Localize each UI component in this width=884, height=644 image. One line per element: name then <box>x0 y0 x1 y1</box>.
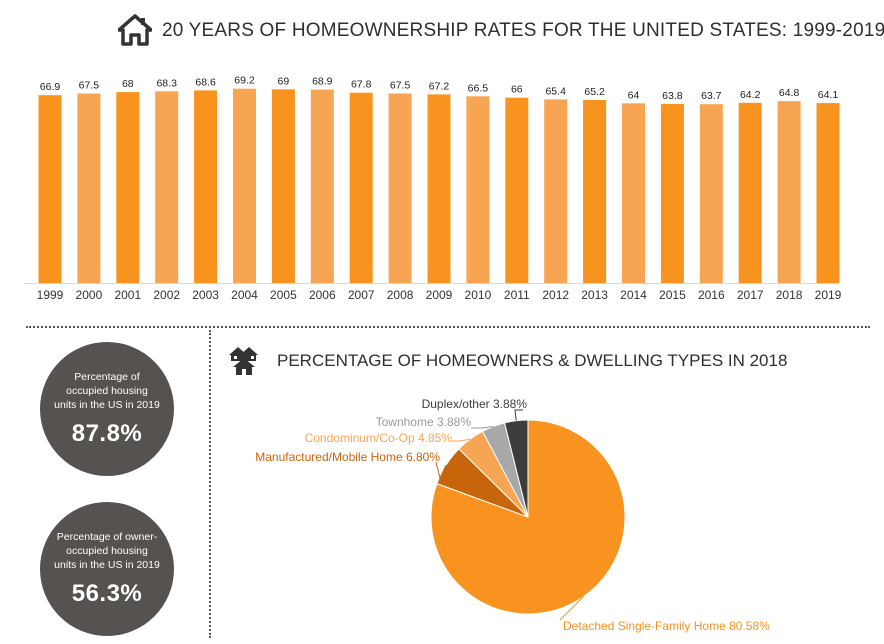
x-tick-label: 2019 <box>815 288 842 302</box>
bar-value-label: 64.8 <box>779 87 800 99</box>
x-tick-label: 2017 <box>737 288 764 302</box>
pie-leader-line <box>435 461 447 480</box>
bar-2006 <box>310 89 334 283</box>
x-tick-label: 2006 <box>309 288 336 302</box>
x-tick-label: 2000 <box>76 288 103 302</box>
bar-2018 <box>777 101 801 283</box>
x-tick-label: 2007 <box>348 288 375 302</box>
bar-value-label: 64 <box>628 89 640 101</box>
bar-2003 <box>194 90 218 284</box>
pie-label-duplex: Duplex/other 3.88% <box>422 397 528 411</box>
chart-title: 20 YEARS OF HOMEOWNERSHIP RATES FOR THE … <box>162 20 884 41</box>
bar-value-label: 66.5 <box>468 82 489 94</box>
bar-value-label: 67.5 <box>390 80 411 92</box>
bar-2011 <box>505 97 529 283</box>
bar-2015 <box>660 103 684 284</box>
homes-icon <box>228 346 260 381</box>
section-divider <box>26 326 870 328</box>
x-tick-label: 2003 <box>192 288 219 302</box>
bar-group: 66.9 1999 67.5 2000 68 2001 68.3 2002 68.6 2003 69… <box>37 75 842 302</box>
pie-leader-line <box>452 438 471 442</box>
bar-2019 <box>816 103 840 283</box>
bar-2007 <box>349 92 373 283</box>
x-tick-label: 2002 <box>153 288 180 302</box>
bar-2017 <box>738 102 762 283</box>
bar-value-label: 64.2 <box>740 89 761 101</box>
stat-circle-occupied: Percentage of occupied housing units in … <box>40 342 174 476</box>
pie-label-condo: Condominum/Co-Op 4.85% <box>305 431 453 445</box>
x-tick-label: 2011 <box>504 288 530 302</box>
bar-value-label: 68.9 <box>312 76 333 88</box>
bar-2009 <box>427 94 451 284</box>
bar-value-label: 68.6 <box>195 76 216 88</box>
stat-description: Percentage of occupied housing units in … <box>54 371 160 411</box>
x-tick-label: 2008 <box>387 288 414 302</box>
bar-value-label: 63.7 <box>701 90 722 102</box>
x-tick-label: 2005 <box>270 288 297 302</box>
bar-value-label: 69.2 <box>234 75 255 87</box>
bar-value-label: 68 <box>122 78 134 90</box>
x-tick-label: 2001 <box>114 288 141 302</box>
pie-label-detached: Detached Single-Family Home 80.58% <box>563 619 770 633</box>
stat-circle-owner-occupied: Percentage of owner-occupied housing uni… <box>40 502 174 636</box>
bar-2014 <box>622 103 645 283</box>
x-tick-label: 2015 <box>659 288 686 302</box>
x-tick-label: 2009 <box>426 288 453 302</box>
bar-2005 <box>271 89 295 283</box>
bar-2002 <box>155 91 179 283</box>
bar-1999 <box>38 95 62 283</box>
bar-value-label: 65.2 <box>584 86 605 98</box>
bar-2000 <box>77 93 101 283</box>
pie-slice-duplex <box>503 419 529 518</box>
bar-2010 <box>466 96 490 283</box>
x-tick-label: 2013 <box>581 288 608 302</box>
pie-leader-line <box>559 596 584 621</box>
bar-2013 <box>583 100 607 283</box>
pie-chart-title: PERCENTAGE OF HOMEOWNERS & DWELLING TYPE… <box>277 351 788 370</box>
pie-label-townhome: Townhome 3.88% <box>376 415 472 429</box>
bar-value-label: 66 <box>511 84 523 96</box>
bar-2012 <box>544 99 568 284</box>
bar-value-label: 64.1 <box>818 89 839 101</box>
pie-label-group: Detached Single-Family Home 80.58% Manufa… <box>255 397 770 633</box>
stat-value: 87.8% <box>71 420 143 447</box>
bar-value-label: 66.9 <box>40 81 61 93</box>
bar-value-label: 67.2 <box>429 80 450 92</box>
x-tick-label: 2018 <box>776 288 803 302</box>
bar-value-label: 67.5 <box>79 80 100 92</box>
pie-leader-line <box>471 425 494 429</box>
bar-chart: 66.9 1999 67.5 2000 68 2001 68.3 2002 68.6 2003 69… <box>24 75 842 302</box>
stat-description: Percentage of owner-occupied housing uni… <box>54 531 160 571</box>
bar-2004 <box>233 88 256 283</box>
bar-2008 <box>388 93 412 283</box>
bar-value-label: 63.8 <box>662 90 683 102</box>
pie-leader-line <box>514 409 523 421</box>
x-tick-label: 2004 <box>231 288 258 302</box>
x-tick-label: 2016 <box>698 288 725 302</box>
pie-slice-group <box>430 419 626 615</box>
bar-value-label: 69 <box>278 75 290 87</box>
x-tick-label: 2012 <box>542 288 569 302</box>
bar-2016 <box>699 104 723 283</box>
x-tick-label: 2014 <box>620 288 647 302</box>
column-divider <box>209 330 211 638</box>
bar-value-label: 68.3 <box>156 77 177 89</box>
x-tick-label: 2010 <box>465 288 492 302</box>
bar-2001 <box>116 92 140 283</box>
bar-value-label: 65.4 <box>545 85 566 97</box>
x-tick-label: 1999 <box>37 288 64 302</box>
bar-value-label: 67.8 <box>351 79 372 91</box>
pie-label-manufactured: Manufactured/Mobile Home 6.80% <box>255 450 440 464</box>
house-icon <box>117 14 153 51</box>
stat-value: 56.3% <box>71 580 143 607</box>
